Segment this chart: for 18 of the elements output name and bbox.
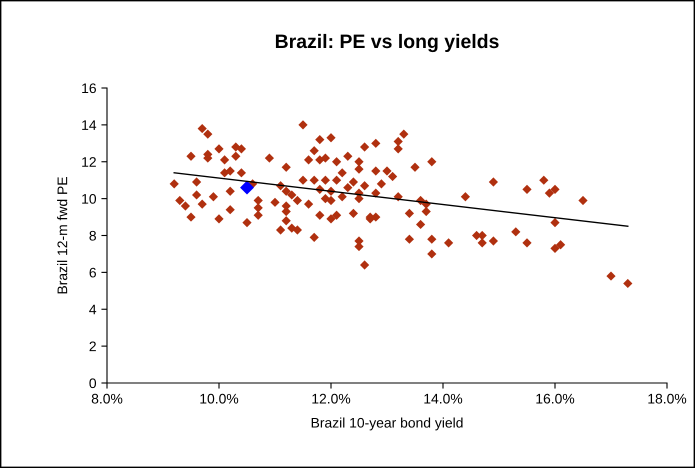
y-tick-label: 10 [82, 194, 96, 204]
y-tick-label: 16 [82, 83, 96, 94]
y-tick-label: 12 [82, 157, 96, 167]
y-axis-title: Brazil 12-m fwd PE [57, 177, 68, 294]
y-tick-label: 6 [90, 268, 96, 278]
y-tick-label: 0 [89, 378, 96, 388]
x-tick-label: 16.0% [536, 394, 574, 404]
y-tick-label: 4 [89, 304, 96, 314]
y-tick-label: 14 [82, 120, 96, 130]
x-tick-label: 10.0% [200, 394, 238, 404]
x-tick-label: 18.0% [648, 394, 686, 404]
x-axis-title: Brazil 10-year bond yield [312, 417, 463, 430]
x-tick-label: 12.0% [312, 394, 350, 404]
chart-title: Brazil: PE vs long yields [276, 34, 499, 52]
x-tick-label: 14.0% [424, 394, 462, 404]
y-tick-label: 2 [90, 341, 96, 352]
y-tick-label: 8 [89, 230, 96, 241]
x-tick-label: 8.0% [92, 394, 122, 404]
